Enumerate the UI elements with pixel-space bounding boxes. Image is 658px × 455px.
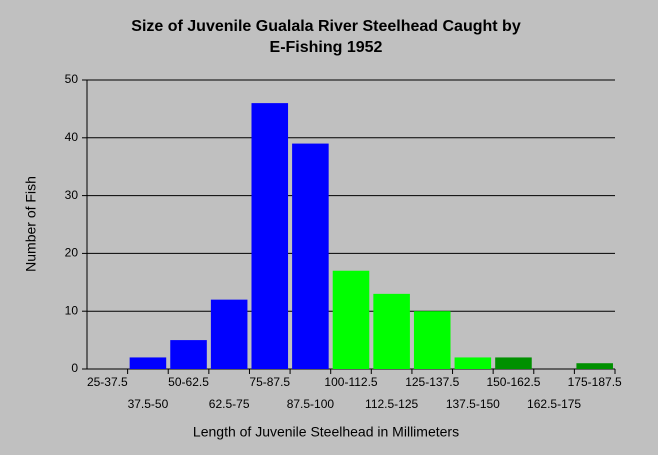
bar (210, 299, 248, 369)
bar (373, 293, 410, 369)
x-tick-label: 25-37.5 (87, 375, 128, 389)
x-tick-label: 37.5-50 (128, 397, 169, 411)
x-tick-label: 150-162.5 (486, 375, 540, 389)
bar (251, 103, 289, 370)
bar (332, 270, 370, 369)
bar (170, 340, 207, 369)
x-axis-title: Length of Juvenile Steelhead in Millimet… (193, 424, 459, 440)
chart-title: Size of Juvenile Gualala River Steelhead… (131, 18, 521, 35)
y-tick-label: 30 (65, 188, 79, 202)
y-tick-label: 10 (65, 303, 79, 317)
x-tick-label: 50-62.5 (168, 375, 209, 389)
bar (495, 357, 532, 369)
y-tick-label: 0 (71, 361, 78, 375)
bar (576, 363, 613, 369)
x-tick-label: 175-187.5 (568, 375, 622, 389)
x-tick-label: 100-112.5 (324, 375, 377, 389)
x-tick-label: 62.5-75 (209, 397, 250, 411)
y-tick-label: 40 (65, 130, 79, 144)
x-tick-label: 75-87.5 (249, 375, 290, 389)
x-tick-label: 162.5-175 (527, 397, 581, 411)
x-tick-label: 87.5-100 (287, 397, 335, 411)
bar (413, 311, 451, 369)
y-tick-label: 50 (65, 72, 79, 86)
x-tick-label: 137.5-150 (446, 397, 500, 411)
bar (454, 357, 492, 369)
y-axis-title: Number of Fish (23, 176, 39, 272)
chart-title: E-Fishing 1952 (270, 39, 383, 56)
y-tick-label: 20 (65, 246, 79, 260)
x-tick-label: 125-137.5 (405, 375, 459, 389)
bar (292, 143, 329, 369)
x-tick-label: 112.5-125 (365, 397, 418, 411)
bar (129, 357, 167, 369)
